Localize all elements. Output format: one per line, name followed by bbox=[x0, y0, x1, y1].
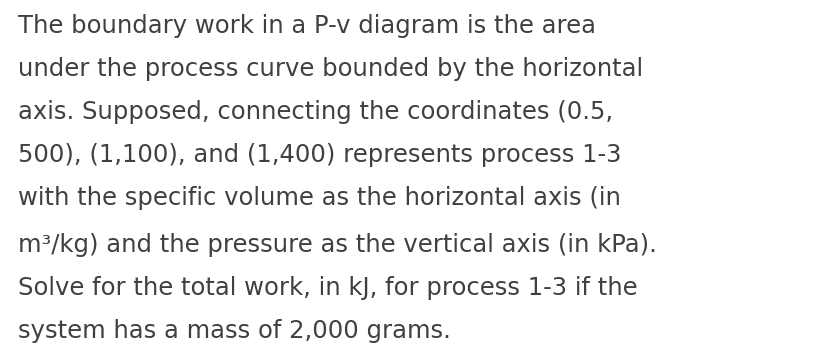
Text: Solve for the total work, in kJ, for process 1-3 if the: Solve for the total work, in kJ, for pro… bbox=[18, 276, 637, 300]
Text: 500), (1,100), and (1,400) represents process 1-3: 500), (1,100), and (1,400) represents pr… bbox=[18, 143, 621, 167]
Text: under the process curve bounded by the horizontal: under the process curve bounded by the h… bbox=[18, 57, 643, 81]
Text: system has a mass of 2,000 grams.: system has a mass of 2,000 grams. bbox=[18, 319, 451, 343]
Text: m³/kg) and the pressure as the vertical axis (in kPa).: m³/kg) and the pressure as the vertical … bbox=[18, 233, 656, 257]
Text: axis. Supposed, connecting the coordinates (0.5,: axis. Supposed, connecting the coordinat… bbox=[18, 100, 612, 124]
Text: with the specific volume as the horizontal axis (in: with the specific volume as the horizont… bbox=[18, 186, 620, 210]
Text: The boundary work in a P-v diagram is the area: The boundary work in a P-v diagram is th… bbox=[18, 14, 595, 38]
